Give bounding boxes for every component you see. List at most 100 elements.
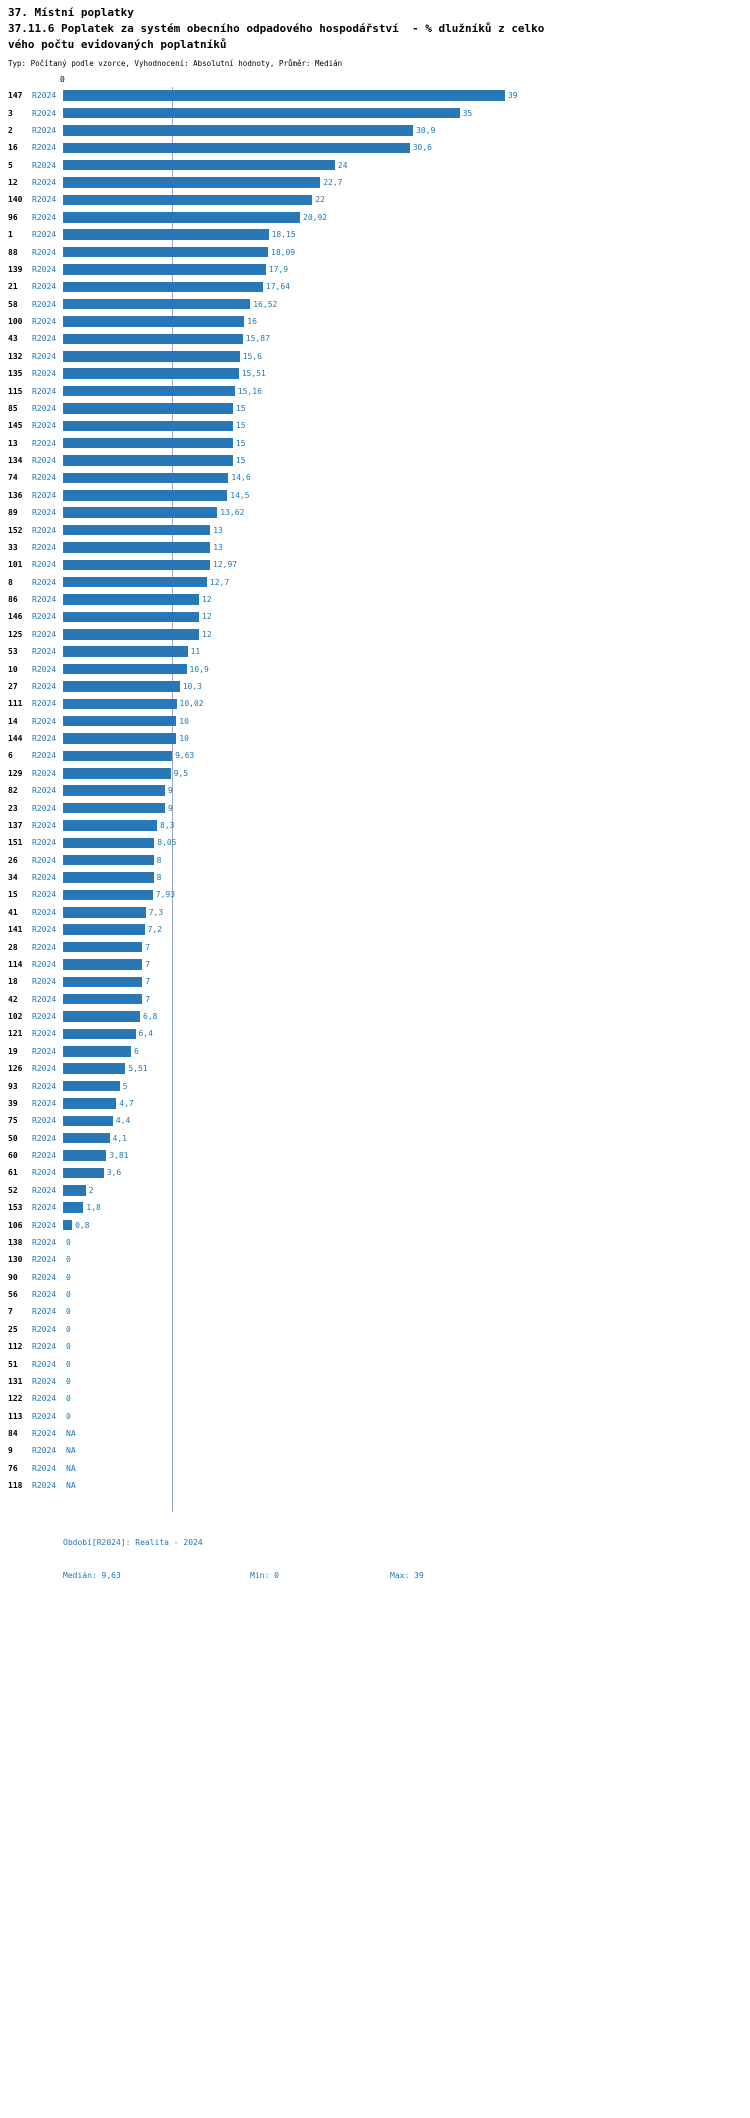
row-series-label: R2024 bbox=[32, 734, 57, 744]
bar-value-label: 39 bbox=[507, 91, 518, 101]
bar-row: 12 R2024 22,7 bbox=[8, 174, 742, 191]
bar-row: 53 R2024 11 bbox=[8, 643, 742, 660]
bar-track: 15 bbox=[63, 417, 246, 434]
bar bbox=[63, 177, 321, 188]
bar-value-label: 30,6 bbox=[412, 143, 432, 153]
row-series-label: R2024 bbox=[32, 178, 57, 188]
row-series-label: R2024 bbox=[32, 230, 57, 240]
bar-track: 12 bbox=[63, 626, 212, 643]
row-id: 118 bbox=[8, 1481, 23, 1491]
row-id: 21 bbox=[8, 282, 18, 292]
row-id: 51 bbox=[8, 1359, 18, 1369]
bar bbox=[63, 1132, 110, 1144]
footer-min: Min: 0 bbox=[250, 1571, 279, 1581]
bar-row: 145 R2024 15 bbox=[8, 417, 742, 434]
bar-track: 3,6 bbox=[63, 1164, 121, 1181]
bar-row: 118 R2024 NA bbox=[8, 1477, 742, 1494]
bar-row: 23 R2024 9 bbox=[8, 799, 742, 816]
bar-value-label: 22,7 bbox=[323, 178, 343, 188]
bar-track: 16 bbox=[63, 313, 257, 330]
bar bbox=[63, 229, 269, 240]
bar-value-label: 0 bbox=[66, 1359, 71, 1369]
x-axis-zero-tick: 0 bbox=[60, 75, 65, 84]
bar bbox=[63, 837, 155, 849]
bar bbox=[63, 889, 153, 901]
bar-track: 30,6 bbox=[63, 139, 432, 156]
bar bbox=[63, 924, 145, 935]
bar-track: 18,09 bbox=[63, 243, 295, 260]
row-id: 129 bbox=[8, 768, 23, 778]
row-id: 86 bbox=[8, 595, 18, 605]
bar-value-label: 0 bbox=[66, 1376, 71, 1386]
row-series-label: R2024 bbox=[32, 299, 57, 309]
bar-track: 18,15 bbox=[63, 226, 296, 243]
median-reference-line bbox=[172, 87, 174, 1513]
row-id: 121 bbox=[8, 1029, 23, 1039]
row-id: 82 bbox=[8, 786, 18, 796]
row-series-label: R2024 bbox=[32, 490, 57, 500]
bar-row: 75 R2024 4,4 bbox=[8, 1112, 742, 1129]
bar-track: 35 bbox=[63, 104, 472, 121]
bar-value-label: 6 bbox=[134, 1046, 139, 1056]
bar-track: 4,7 bbox=[63, 1095, 134, 1112]
bar-track: 39 bbox=[63, 87, 518, 104]
bar bbox=[63, 316, 245, 327]
bar-track: 24 bbox=[63, 157, 348, 174]
bar-value-label: 8,3 bbox=[160, 820, 175, 830]
bar-track: 10,3 bbox=[63, 678, 202, 695]
row-series-label: R2024 bbox=[32, 1290, 57, 1300]
row-series-label: R2024 bbox=[32, 1081, 57, 1091]
bar-row: 74 R2024 14,6 bbox=[8, 469, 742, 486]
bar bbox=[63, 768, 171, 779]
bar-track: NA bbox=[63, 1425, 76, 1442]
bar-row: 134 R2024 15 bbox=[8, 452, 742, 469]
row-id: 113 bbox=[8, 1411, 23, 1421]
bar-row: 41 R2024 7,3 bbox=[8, 904, 742, 921]
bar bbox=[63, 976, 143, 988]
bar-track: 4,1 bbox=[63, 1130, 127, 1147]
row-series-label: R2024 bbox=[32, 681, 57, 691]
bar-track: 20,92 bbox=[63, 209, 327, 226]
footer-max: Max: 39 bbox=[390, 1571, 424, 1581]
bar bbox=[63, 403, 233, 414]
bar-track: 7,3 bbox=[63, 904, 163, 921]
bar-track: 15 bbox=[63, 435, 246, 452]
bar-row: 153 R2024 1,8 bbox=[8, 1199, 742, 1216]
row-series-label: R2024 bbox=[32, 125, 57, 135]
row-series-label: R2024 bbox=[32, 143, 57, 153]
row-series-label: R2024 bbox=[32, 1012, 57, 1022]
bar bbox=[63, 820, 157, 831]
bar-value-label: 16 bbox=[247, 317, 257, 327]
bar bbox=[63, 785, 165, 796]
bar-value-label: 13 bbox=[213, 542, 223, 552]
bar-track: 14,6 bbox=[63, 469, 251, 486]
bar-row: 82 R2024 9 bbox=[8, 782, 742, 799]
bar-track: 10 bbox=[63, 730, 189, 747]
bar-row: 27 R2024 10,3 bbox=[8, 678, 742, 695]
row-series-label: R2024 bbox=[32, 1411, 57, 1421]
bar-value-label: 22 bbox=[315, 195, 325, 205]
bar-value-label: 4,4 bbox=[115, 1116, 131, 1126]
row-id: 96 bbox=[8, 212, 18, 222]
bar-value-label: 17,64 bbox=[265, 282, 290, 292]
row-id: 28 bbox=[8, 942, 18, 952]
bar-value-label: 15 bbox=[235, 421, 246, 431]
bar-value-label: 7,2 bbox=[147, 925, 163, 935]
bar-row: 144 R2024 10 bbox=[8, 730, 742, 747]
bar-value-label: 10 bbox=[179, 734, 189, 744]
row-id: 8 bbox=[8, 577, 13, 587]
chart-meta-line: Typ: Počítaný podle vzorce, Vyhodnocení:… bbox=[8, 59, 343, 68]
row-id: 102 bbox=[8, 1012, 23, 1022]
row-id: 84 bbox=[8, 1429, 18, 1439]
bar-value-label: 7 bbox=[145, 959, 151, 969]
bar-track: 17,9 bbox=[63, 261, 288, 278]
bar-track: 5,51 bbox=[63, 1060, 148, 1077]
row-series-label: R2024 bbox=[32, 282, 57, 292]
bar-value-label: 0 bbox=[66, 1255, 71, 1265]
bar-track: 13 bbox=[63, 539, 223, 556]
bar-track: 9 bbox=[63, 799, 173, 816]
chart-subtitle: 37.11.6 Poplatek za systém obecního odpa… bbox=[8, 22, 545, 51]
bar bbox=[63, 1150, 107, 1161]
row-id: 43 bbox=[8, 334, 18, 344]
row-series-label: R2024 bbox=[32, 1168, 57, 1178]
